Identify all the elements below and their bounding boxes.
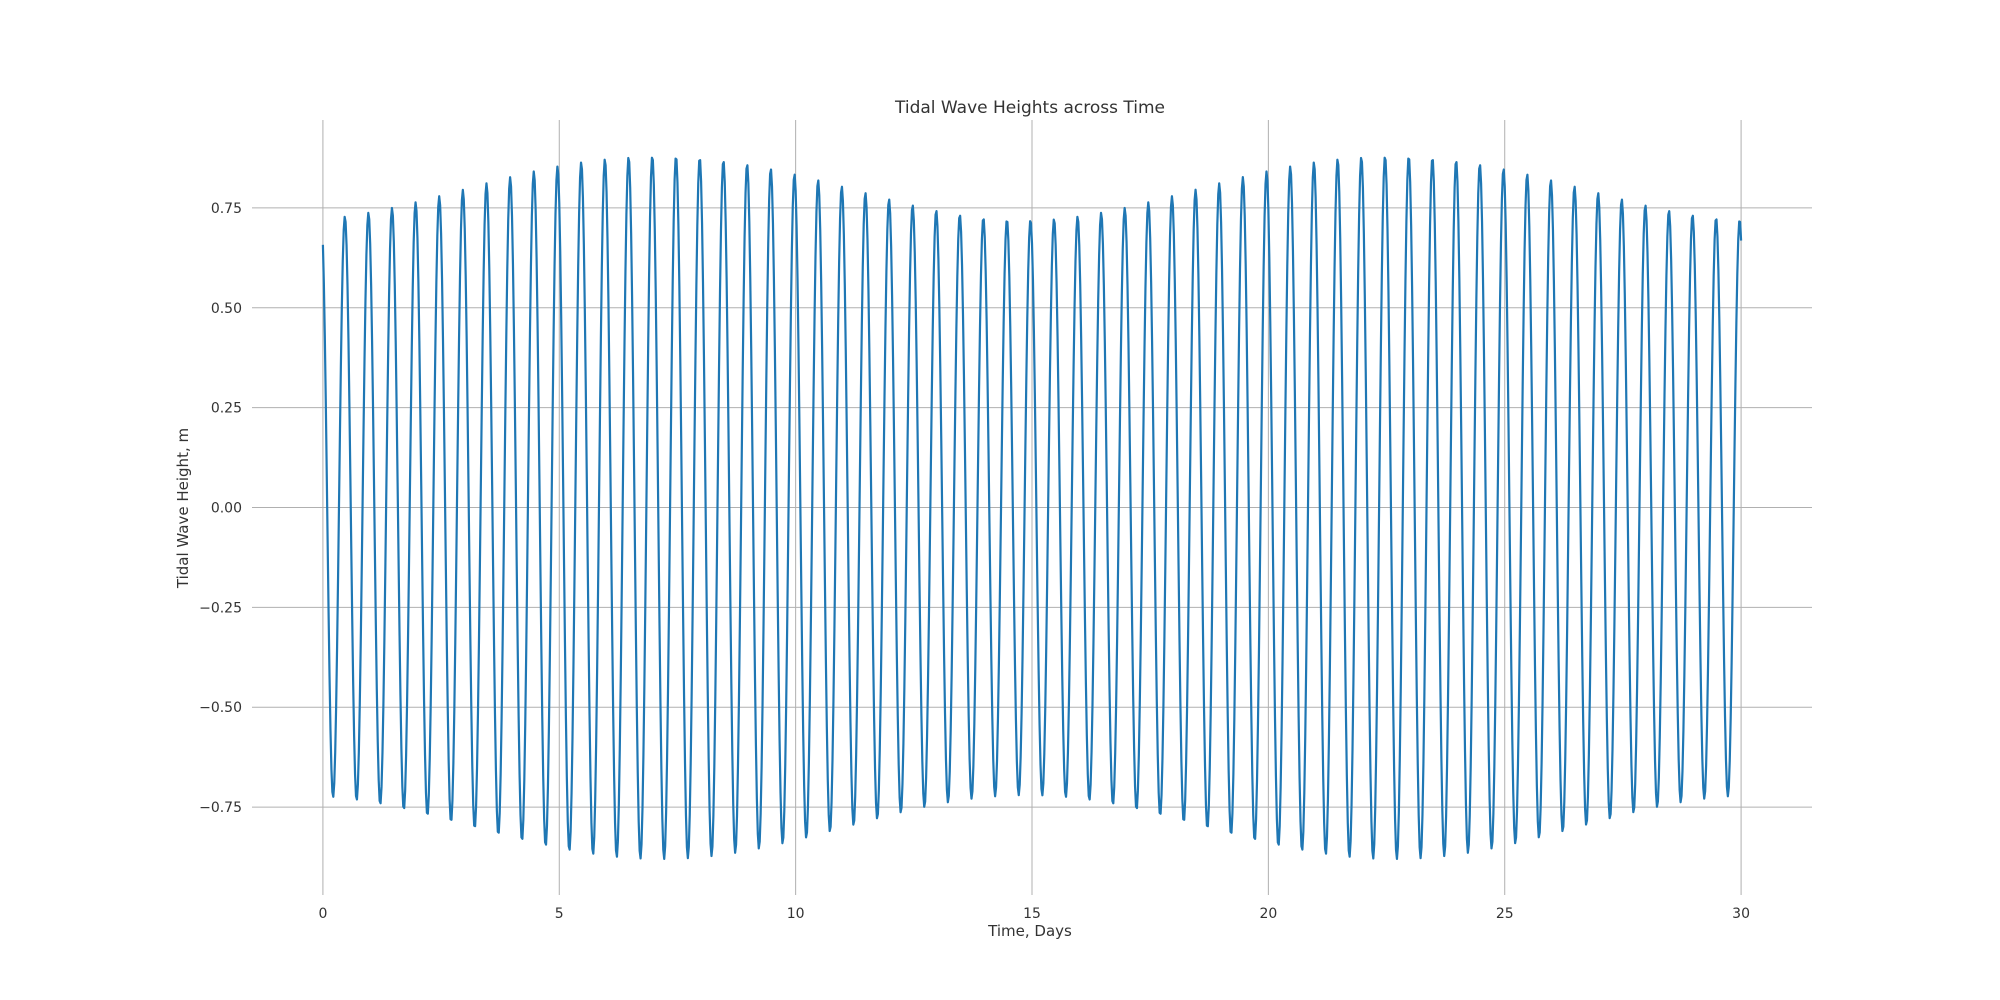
y-tick-label: 0.75: [211, 201, 242, 217]
y-tick-label: 0.25: [211, 401, 242, 417]
y-tick-label: −0.75: [199, 800, 242, 816]
x-tick-label: 15: [1023, 906, 1041, 922]
x-tick-label: 10: [787, 906, 805, 922]
y-tick-label: −0.25: [199, 600, 242, 616]
chart-title: Tidal Wave Heights across Time: [894, 98, 1165, 118]
x-tick-label: 0: [318, 906, 327, 922]
series-layer: [321, 156, 1743, 861]
y-tick-label: −0.50: [199, 700, 242, 716]
x-axis-title: Time, Days: [987, 922, 1072, 940]
x-tick-label: 5: [555, 906, 564, 922]
x-tick-label: 30: [1732, 906, 1750, 922]
y-tick-label: 0.50: [211, 301, 242, 317]
tick-labels: 0 5 10 15 20 25 30 −0.75 −0.50 −0.25 0.00 0.25 0.50 0…: [199, 201, 1750, 922]
y-tick-label: 0.00: [211, 501, 242, 517]
x-tick-label: 25: [1496, 906, 1514, 922]
series-line: [321, 156, 1743, 861]
y-axis-title: Tidal Wave Height, m: [174, 428, 192, 589]
x-tick-label: 20: [1259, 906, 1277, 922]
